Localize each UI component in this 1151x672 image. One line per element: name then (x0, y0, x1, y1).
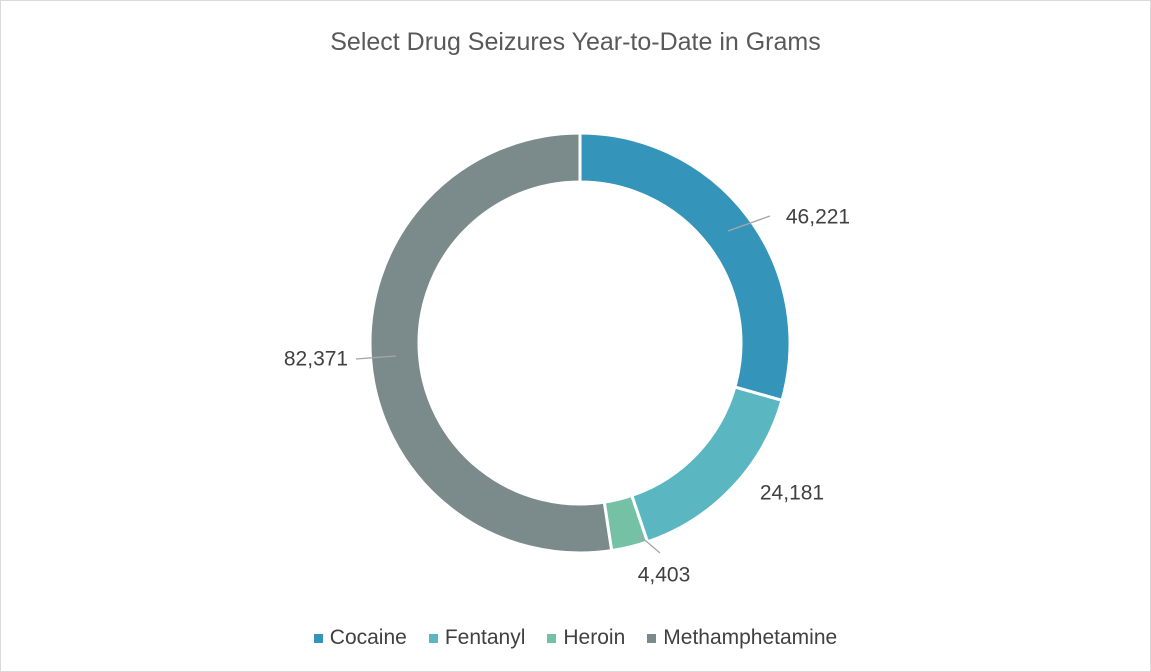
leader-line-cocaine (727, 215, 771, 232)
legend-item-methamphetamine: Methamphetamine (647, 626, 837, 650)
legend-label-heroin: Heroin (563, 626, 626, 649)
data-label-cocaine: 46,221 (786, 206, 850, 229)
slice-cocaine (578, 131, 792, 403)
legend-label-fentanyl: Fentanyl (444, 626, 526, 649)
data-label-methamphetamine: 82,371 (284, 348, 348, 371)
leader-line-heroin (639, 535, 661, 554)
data-labels-group: 46,221 24,181 4,403 82,371 (284, 206, 850, 587)
legend-label-cocaine: Cocaine (329, 626, 407, 649)
data-label-heroin: 4,403 (638, 564, 691, 587)
leader-lines-group (355, 215, 771, 554)
leader-line-methamphetamine (355, 355, 397, 360)
legend-swatch-methamphetamine (647, 633, 657, 643)
legend-swatch-fentanyl (428, 633, 438, 643)
slice-methamphetamine (368, 131, 614, 555)
legend-item-fentanyl: Fentanyl (428, 626, 526, 650)
slices-group (368, 131, 792, 555)
legend-item-heroin: Heroin (547, 626, 625, 650)
chart-title: Select Drug Seizures Year-to-Date in Gra… (330, 28, 821, 56)
legend-swatch-cocaine (313, 633, 323, 643)
legend: Cocaine Fentanyl Heroin Methamphetamine (0, 626, 1151, 650)
legend-label-methamphetamine: Methamphetamine (663, 626, 838, 649)
legend-item-cocaine: Cocaine (313, 626, 407, 650)
slice-fentanyl (629, 385, 784, 544)
legend-swatch-heroin (547, 633, 557, 643)
data-label-fentanyl: 24,181 (760, 482, 824, 505)
